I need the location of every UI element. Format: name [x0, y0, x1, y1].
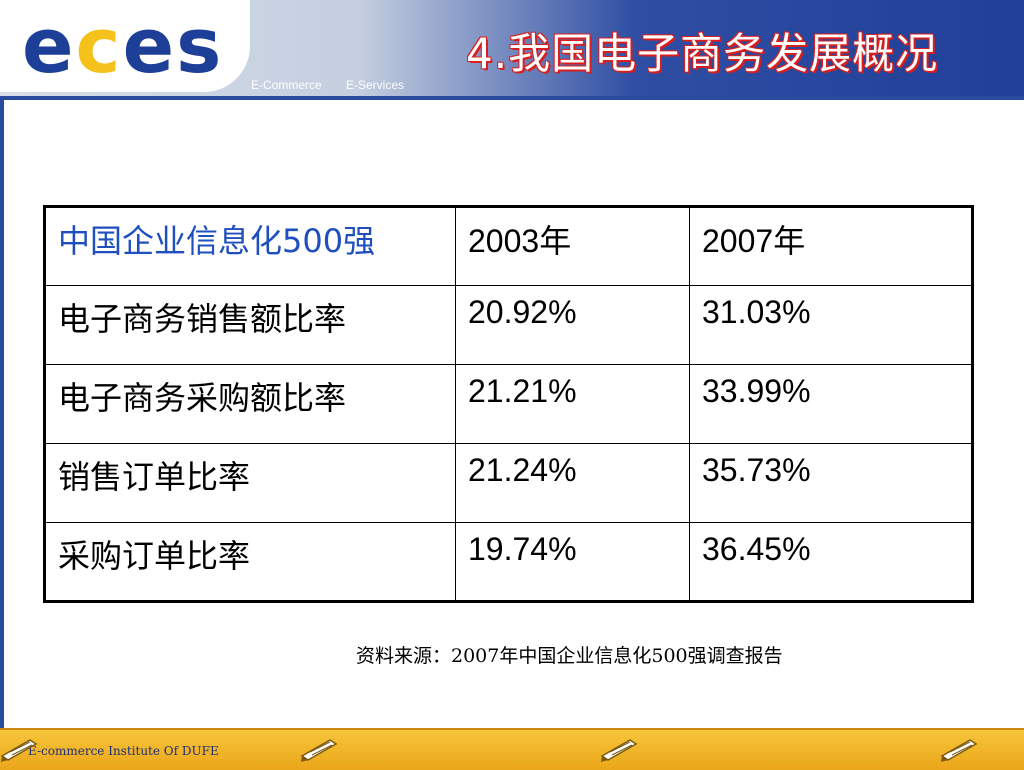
row-value-2007: 35.73% — [689, 443, 973, 523]
row-value-2007: 31.03% — [689, 285, 973, 365]
header-band: eces E-Commerce E-Services 4.我国电子商务发展概况 — [0, 0, 1024, 96]
header-cell-2007: 2007年 — [689, 206, 973, 286]
table-row: 采购订单比率 19.74% 36.45% — [44, 522, 973, 602]
header-cell-label: 中国企业信息化500强 — [44, 206, 456, 286]
slide-title: 4.我国电子商务发展概况 — [466, 29, 939, 78]
pen-logo-icon — [600, 739, 638, 762]
row-value-2007: 33.99% — [689, 364, 973, 444]
footer-band: E-commerce Institute Of DUFE — [0, 728, 1024, 770]
logo-part-es: es — [122, 1, 224, 90]
pen-logo-icon — [0, 739, 38, 762]
header-cell-2003: 2003年 — [455, 206, 690, 286]
source-note: 资料来源：2007年中国企业信息化500强调查报告 — [356, 645, 783, 667]
logo-container: eces — [0, 0, 250, 92]
eces-logo: eces — [22, 6, 223, 86]
row-label: 销售订单比率 — [44, 443, 456, 523]
left-divider — [0, 100, 4, 728]
row-label: 采购订单比率 — [44, 522, 456, 602]
table-row: 电子商务采购额比率 21.21% 33.99% — [44, 364, 973, 444]
row-label: 电子商务销售额比率 — [44, 285, 456, 365]
row-value-2003: 20.92% — [455, 285, 690, 365]
row-value-2003: 21.21% — [455, 364, 690, 444]
header-divider — [0, 96, 1024, 100]
pen-logo-icon — [300, 739, 338, 762]
logo-part-e: e — [22, 1, 76, 90]
table-header-row: 中国企业信息化500强 2003年 2007年 — [44, 206, 973, 286]
tagline-ecommerce: E-Commerce — [251, 78, 322, 92]
tagline-eservices: E-Services — [346, 78, 405, 92]
table-row: 销售订单比率 21.24% 35.73% — [44, 443, 973, 523]
pen-logo-icon — [940, 739, 978, 762]
row-value-2003: 19.74% — [455, 522, 690, 602]
row-label: 电子商务采购额比率 — [44, 364, 456, 444]
row-value-2003: 21.24% — [455, 443, 690, 523]
footer-institute-text: E-commerce Institute Of DUFE — [28, 744, 219, 758]
ecommerce-stats-table: 中国企业信息化500强 2003年 2007年 电子商务销售额比率 20.92%… — [43, 205, 974, 603]
row-value-2007: 36.45% — [689, 522, 973, 602]
table-row: 电子商务销售额比率 20.92% 31.03% — [44, 285, 973, 365]
logo-part-c: c — [75, 1, 123, 90]
